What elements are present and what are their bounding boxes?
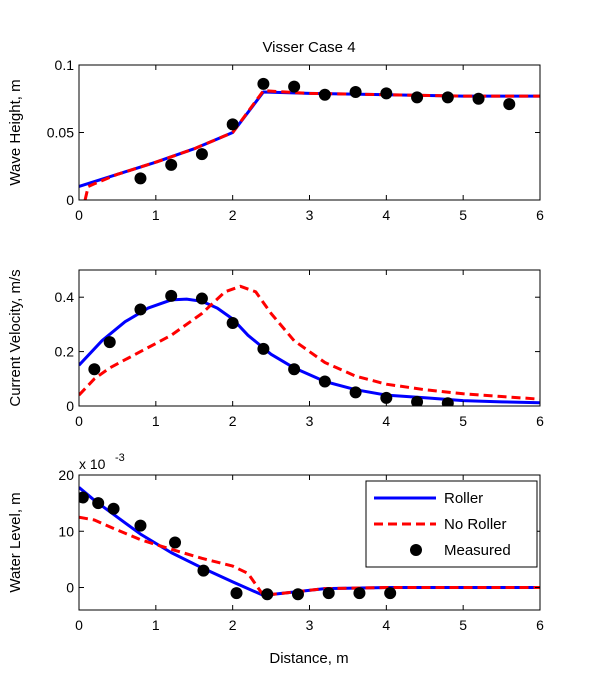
legend-label: No Roller — [444, 516, 507, 533]
y-tick-label: 10 — [58, 523, 74, 539]
measured-point — [288, 363, 301, 376]
no-roller-series-line — [83, 89, 540, 200]
y-tick-label: 0.1 — [55, 57, 75, 73]
no-roller-series-line — [79, 515, 540, 597]
legend: Roller No Roller Measured — [365, 480, 538, 568]
measured-point — [169, 536, 182, 549]
x-tick-label: 3 — [306, 413, 314, 429]
measured-point — [291, 588, 304, 601]
measured-point — [165, 289, 178, 302]
legend-marker-measured — [410, 544, 422, 556]
measured-point — [230, 587, 243, 600]
measured-point — [226, 317, 239, 330]
legend-label: Measured — [444, 542, 511, 559]
measured-point — [261, 588, 274, 601]
measured-point — [503, 98, 516, 111]
measured-point — [134, 519, 147, 532]
x-tick-label: 6 — [536, 413, 544, 429]
chart-panel-2: 0 1 2 3 4 5 6 0 0.2 0.4 Current Velocity, m/s — [7, 269, 544, 429]
x-tick-label: 0 — [75, 413, 83, 429]
x-tick-label: 1 — [152, 617, 160, 633]
x-tick-label: 6 — [536, 617, 544, 633]
series-group — [79, 486, 540, 601]
measured-point — [322, 587, 335, 600]
x-tick-label: 2 — [229, 207, 237, 223]
y-tick-label: 0.05 — [47, 125, 74, 141]
x-tick-label: 1 — [152, 207, 160, 223]
x-tick-label: 6 — [536, 207, 544, 223]
legend-label: Roller — [444, 490, 483, 507]
y-axis-exponent-power: -3 — [115, 452, 125, 464]
measured-point — [318, 375, 331, 388]
measured-point — [288, 80, 301, 93]
measured-point — [107, 502, 120, 515]
measured-point — [349, 386, 362, 399]
x-tick-label: 4 — [382, 207, 390, 223]
x-axis-label: Distance, m — [269, 650, 348, 667]
measured-point — [472, 92, 485, 105]
series-group — [79, 77, 540, 200]
measured-point — [88, 363, 101, 376]
y-tick-label: 0.4 — [55, 289, 75, 305]
x-tick-label: 4 — [382, 617, 390, 633]
measured-point — [441, 397, 454, 406]
y-tick-label: 20 — [58, 467, 74, 483]
measured-point — [380, 391, 393, 404]
y-tick-label: 0 — [66, 192, 74, 208]
measured-point — [441, 91, 454, 104]
x-tick-label: 3 — [306, 207, 314, 223]
figure-title: Visser Case 4 — [262, 39, 355, 56]
measured-point — [411, 395, 424, 406]
measured-point — [226, 118, 239, 131]
measured-point — [257, 77, 270, 90]
chart-panel-3: 0 1 2 3 4 5 6 0 10 20 Water Level, m x 10 -3 Roller No… — [7, 452, 544, 633]
measured-point — [79, 491, 89, 504]
y-axis-label: Water Level, m — [7, 492, 24, 592]
x-tick-label: 0 — [75, 207, 83, 223]
x-tick-label: 5 — [459, 413, 467, 429]
plots: 0 1 2 3 4 5 6 0 0.05 0.1 Wave Height, m 0 1 2 3 4 5 6 0 0.2… — [7, 57, 544, 633]
x-tick-label: 1 — [152, 413, 160, 429]
measured-point — [134, 172, 147, 185]
chart-panel-1: 0 1 2 3 4 5 6 0 0.05 0.1 Wave Height, m — [7, 57, 544, 223]
measured-point — [411, 91, 424, 104]
measured-point — [384, 587, 397, 600]
measured-point — [92, 497, 105, 510]
measured-point — [318, 88, 331, 101]
y-axis-label: Wave Height, m — [7, 79, 24, 185]
measured-point — [257, 342, 270, 355]
x-tick-label: 3 — [306, 617, 314, 633]
measured-point — [197, 564, 210, 577]
roller-series-line — [79, 297, 540, 405]
no-roller-series-line — [79, 284, 540, 401]
measured-point — [134, 303, 147, 316]
measured-point — [380, 87, 393, 100]
x-tick-label: 0 — [75, 617, 83, 633]
y-tick-label: 0 — [66, 398, 74, 414]
measured-point — [353, 587, 366, 600]
x-tick-label: 4 — [382, 413, 390, 429]
measured-point — [349, 86, 362, 98]
series-group — [79, 284, 540, 406]
y-axis-exponent: x 10 — [79, 456, 106, 472]
x-tick-label: 2 — [229, 617, 237, 633]
measured-point — [195, 292, 208, 305]
measured-point — [195, 148, 208, 161]
y-axis-label: Current Velocity, m/s — [7, 269, 24, 406]
y-tick-label: 0.2 — [55, 344, 75, 360]
measured-point — [103, 336, 116, 349]
x-tick-label: 5 — [459, 617, 467, 633]
measured-point — [165, 158, 178, 171]
y-tick-label: 0 — [66, 580, 74, 596]
x-tick-label: 2 — [229, 413, 237, 429]
x-tick-label: 5 — [459, 207, 467, 223]
